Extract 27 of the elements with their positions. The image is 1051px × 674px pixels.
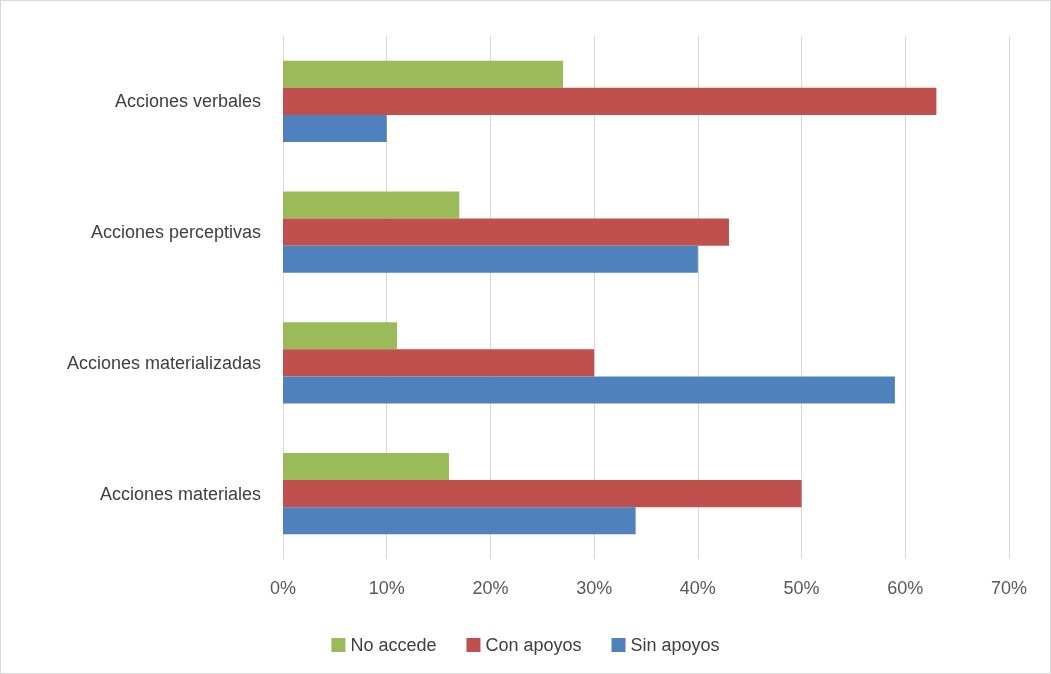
bar bbox=[283, 87, 937, 115]
bar bbox=[283, 376, 895, 404]
bar bbox=[283, 191, 460, 219]
legend-label: No accede bbox=[350, 635, 437, 655]
bar bbox=[283, 480, 802, 508]
bar bbox=[283, 322, 398, 350]
x-tick-label: 40% bbox=[679, 578, 716, 598]
y-tick-label: Acciones perceptivas bbox=[90, 222, 261, 243]
bar bbox=[283, 114, 387, 142]
bar bbox=[283, 453, 449, 481]
bar bbox=[283, 507, 636, 535]
legend-label: Con apoyos bbox=[485, 635, 582, 655]
x-tick-label: 60% bbox=[887, 578, 924, 598]
legend-label: Sin apoyos bbox=[630, 635, 720, 655]
y-tick-label: Acciones verbales bbox=[114, 91, 261, 112]
x-tick-label: 70% bbox=[990, 578, 1028, 598]
x-tick-label: 10% bbox=[368, 578, 405, 598]
y-tick-label: Acciones materializadas bbox=[66, 352, 261, 373]
x-tick-label: 20% bbox=[472, 578, 509, 598]
x-tick-label: 30% bbox=[576, 578, 613, 598]
bar bbox=[283, 60, 564, 88]
x-tick-label: 0% bbox=[269, 578, 297, 598]
bar bbox=[283, 349, 595, 377]
x-tick-label: 50% bbox=[783, 578, 820, 598]
bar bbox=[283, 245, 698, 273]
bar bbox=[283, 218, 729, 246]
y-tick-label: Acciones materiales bbox=[99, 483, 261, 504]
